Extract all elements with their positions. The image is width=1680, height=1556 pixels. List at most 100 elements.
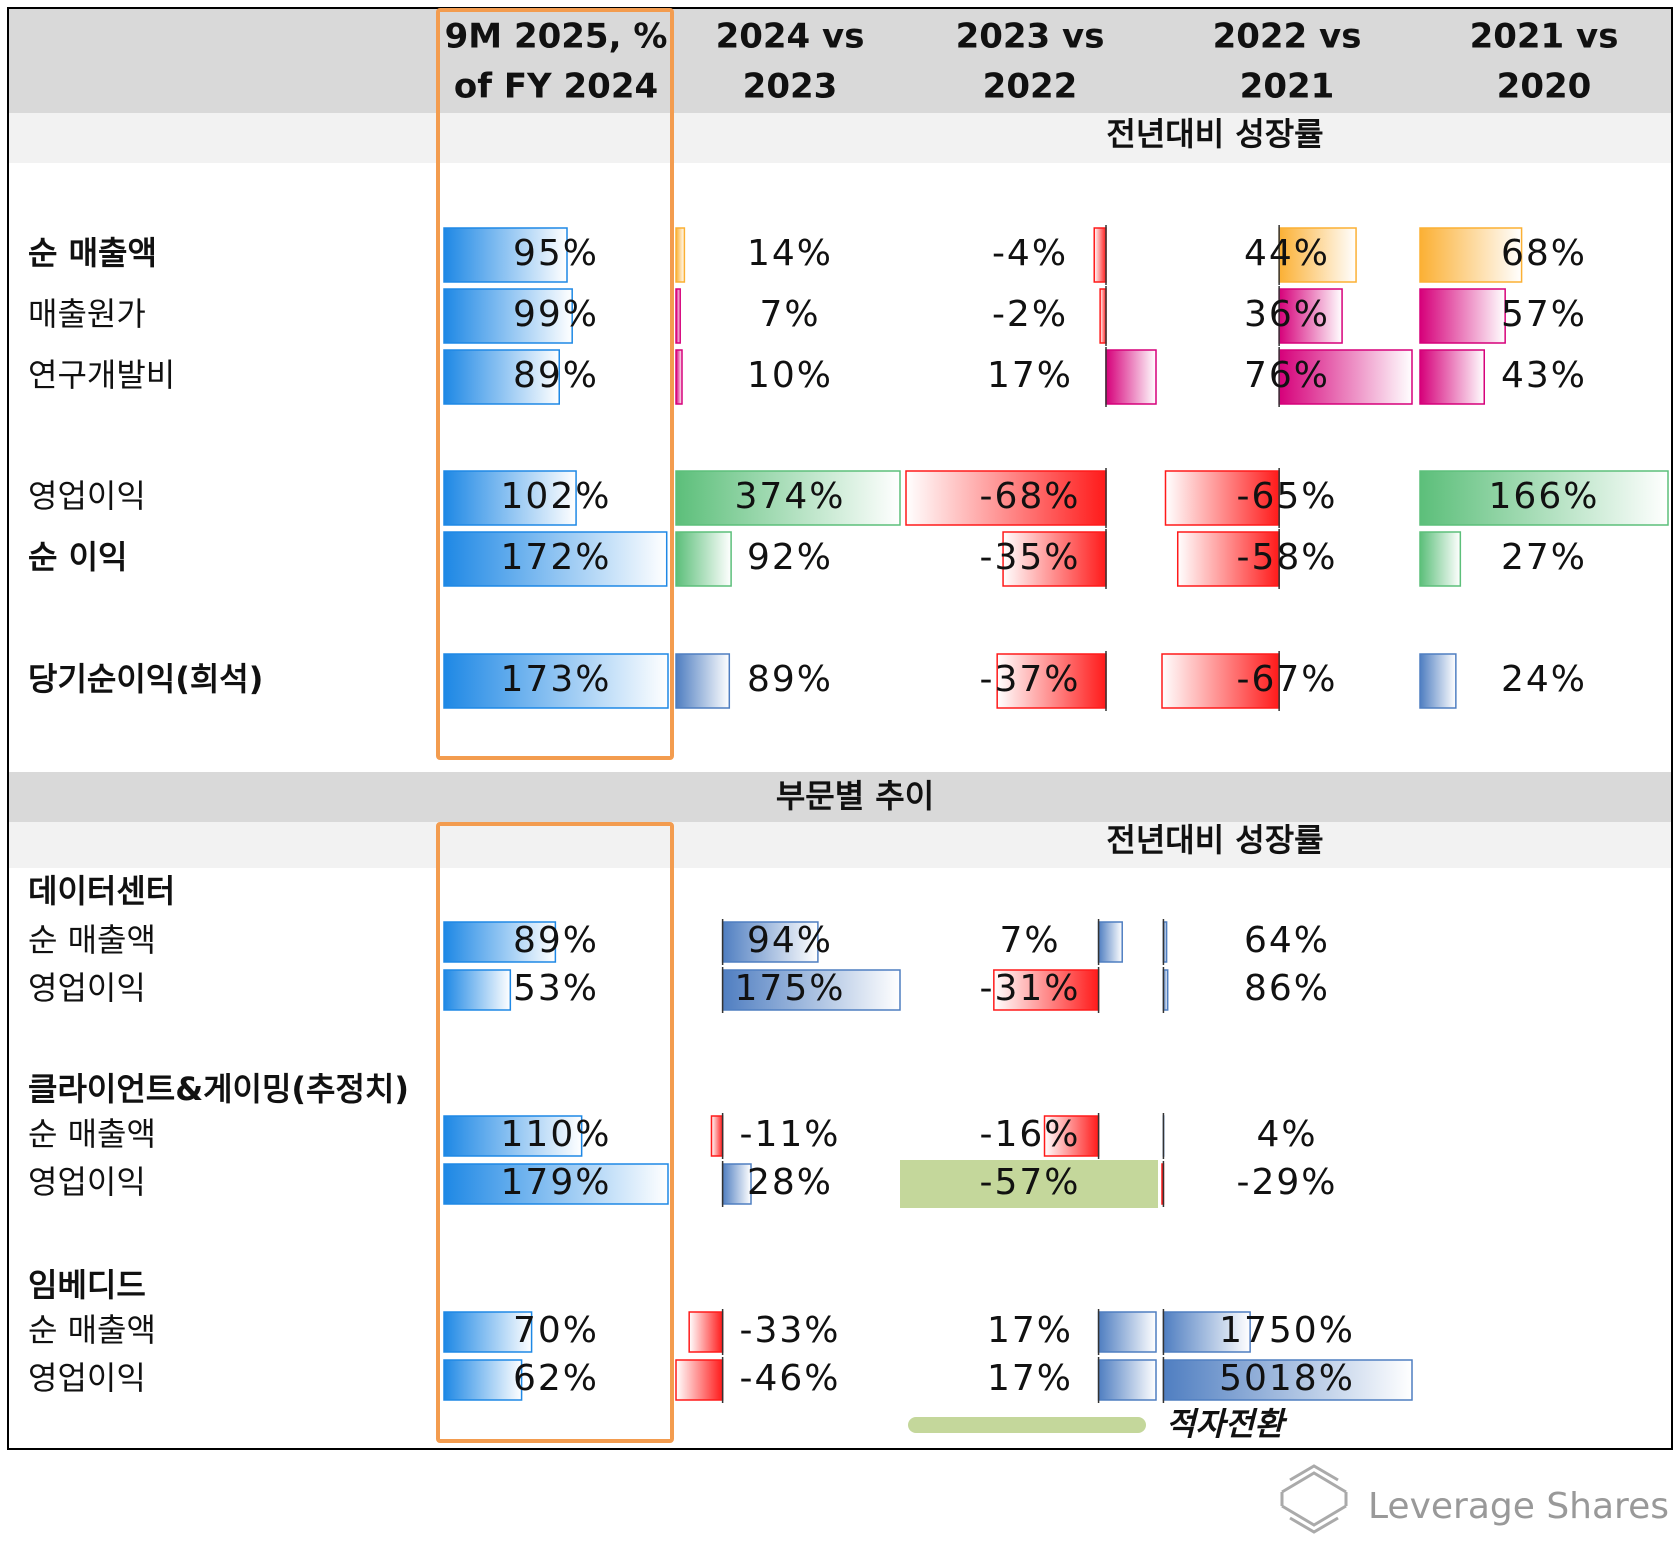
legend-label: 적자전환 (1166, 1405, 1288, 1443)
brand-logo (1280, 1464, 1348, 1534)
data-bar (1176, 531, 1280, 587)
value-label: 68% (1501, 233, 1587, 274)
value-label: 4% (1256, 1114, 1317, 1155)
value-label: 173% (501, 659, 612, 700)
column-header: 2024 vs (716, 17, 865, 57)
subheader-band (8, 822, 1672, 868)
column-header: 2020 (1497, 67, 1592, 107)
data-bar (443, 349, 560, 405)
value-label: -58% (1236, 537, 1337, 578)
value-label: 5018% (1219, 1358, 1355, 1399)
data-bar (443, 1311, 533, 1353)
value-label: -31% (979, 968, 1080, 1009)
value-label: 36% (1244, 294, 1330, 335)
value-label: 28% (747, 1162, 833, 1203)
value-label: 172% (501, 537, 612, 578)
value-label: -35% (979, 537, 1080, 578)
value-label: 179% (501, 1162, 612, 1203)
value-label: 57% (1501, 294, 1587, 335)
row-label: 당기순이익(희석) (28, 660, 263, 698)
column-header: 2022 vs (1213, 17, 1362, 57)
row-label: 매출원가 (28, 295, 146, 333)
highlight-box (436, 8, 674, 760)
data-bar (905, 470, 1107, 526)
value-label: -67% (1236, 659, 1337, 700)
value-label: 17% (987, 1358, 1073, 1399)
data-bar (1278, 288, 1343, 344)
data-bar (1419, 653, 1457, 709)
value-label: 175% (735, 968, 846, 1009)
value-label: 1750% (1219, 1310, 1355, 1351)
row-label: 영업이익 (28, 969, 146, 1007)
row-label: 순 매출액 (28, 234, 157, 272)
brand-name: Leverage Shares (1368, 1486, 1669, 1527)
data-bar (1419, 531, 1462, 587)
header-band (8, 8, 1672, 113)
group-title: 임베디드 (28, 1266, 146, 1304)
value-label: 27% (1501, 537, 1587, 578)
data-bar (1161, 653, 1280, 709)
highlight-cell (900, 1160, 1158, 1208)
row-label: 순 매출액 (28, 1311, 156, 1349)
data-bar (721, 921, 819, 963)
data-bar (443, 531, 668, 587)
subtitle: 전년대비 성장률 (1106, 821, 1323, 859)
column-header: 2022 (983, 67, 1078, 107)
data-bar (1278, 349, 1413, 405)
value-label: -57% (979, 1162, 1080, 1203)
data-bar (443, 1115, 583, 1157)
group-title: 데이터센터 (28, 872, 175, 910)
data-bar (443, 227, 568, 283)
value-label: -33% (739, 1310, 840, 1351)
column-header: 2023 vs (956, 17, 1105, 57)
data-bar (1419, 227, 1523, 283)
value-label: 17% (987, 355, 1073, 396)
data-bar (1419, 288, 1506, 344)
column-header: 9M 2025, % (445, 17, 668, 57)
row-label: 영업이익 (28, 1359, 146, 1397)
row-label: 순 이익 (28, 538, 127, 576)
value-label: 24% (1501, 659, 1587, 700)
row-label: 영업이익 (28, 477, 146, 515)
value-label: 14% (747, 233, 833, 274)
highlight-box (436, 822, 674, 1443)
data-bar (1097, 921, 1123, 963)
data-bar (710, 1115, 724, 1157)
data-bar (675, 531, 732, 587)
value-label: 62% (513, 1358, 599, 1399)
table-border (7, 7, 1673, 1450)
value-label: 10% (747, 355, 833, 396)
value-label: 17% (987, 1310, 1073, 1351)
value-label: 94% (747, 920, 833, 961)
content: 9M 2025, % of FY 2024 2024 vs 2023 2023 vs 20… (28, 17, 1669, 1443)
value-label: 76% (1244, 355, 1330, 396)
subheader-band (8, 113, 1672, 163)
group-title: 클라이언트&게이밍(추정치) (28, 1070, 409, 1108)
value-label: -4% (992, 233, 1068, 274)
value-label: -37% (979, 659, 1080, 700)
row-label: 영업이익 (28, 1163, 146, 1201)
value-label: 7% (759, 294, 820, 335)
data-bar (675, 470, 901, 526)
value-label: 89% (513, 355, 599, 396)
value-label: 92% (747, 537, 833, 578)
value-label: -16% (979, 1114, 1080, 1155)
data-bar (1278, 227, 1357, 283)
data-bar (1002, 531, 1107, 587)
value-label: 89% (513, 920, 599, 961)
column-header: of FY 2024 (454, 67, 658, 107)
data-bar (675, 653, 731, 709)
data-bar (443, 288, 573, 344)
value-label: 374% (735, 476, 846, 517)
data-bar (443, 921, 557, 963)
data-bar (1419, 349, 1485, 405)
value-label: -29% (1236, 1162, 1337, 1203)
data-bar (675, 349, 683, 405)
value-label: 166% (1489, 476, 1600, 517)
value-label: 70% (513, 1310, 599, 1351)
value-label: 110% (501, 1114, 612, 1155)
value-label: -11% (739, 1114, 840, 1155)
data-bar (443, 1163, 669, 1205)
value-label: 89% (747, 659, 833, 700)
data-bar (675, 288, 681, 344)
